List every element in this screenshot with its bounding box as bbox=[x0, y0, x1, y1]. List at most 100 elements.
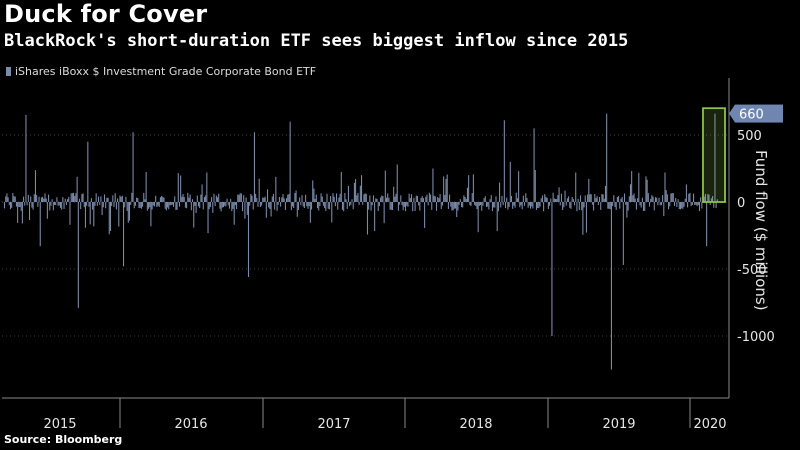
flow-bar bbox=[143, 192, 145, 202]
flow-bar bbox=[23, 196, 25, 202]
flow-bar bbox=[133, 202, 135, 209]
flow-bar bbox=[447, 202, 449, 209]
flow-bar bbox=[280, 202, 282, 207]
flow-bar bbox=[346, 202, 348, 209]
flow-bar bbox=[40, 197, 42, 202]
flow-bar bbox=[150, 202, 152, 227]
flow-bar bbox=[701, 202, 703, 209]
flow-bar bbox=[421, 196, 423, 202]
flow-bar bbox=[84, 202, 86, 228]
flow-bar bbox=[259, 202, 261, 207]
flow-bar bbox=[491, 202, 493, 212]
flow-bar bbox=[596, 196, 598, 202]
flow-bar bbox=[142, 202, 144, 207]
flow-bar bbox=[303, 202, 305, 208]
flow-bar bbox=[58, 202, 60, 206]
flow-bar bbox=[282, 194, 284, 202]
flow-bar bbox=[501, 195, 503, 202]
flow-bar bbox=[644, 202, 646, 211]
flow-bar bbox=[283, 198, 285, 202]
flow-bar bbox=[696, 202, 698, 207]
flow-bar bbox=[608, 202, 610, 209]
flow-bar bbox=[188, 197, 190, 202]
flow-bar bbox=[639, 202, 641, 206]
flow-bar bbox=[557, 195, 559, 202]
flow-bar bbox=[682, 202, 684, 209]
flow-bar bbox=[377, 202, 379, 211]
flow-bar bbox=[376, 198, 378, 202]
flow-bar bbox=[383, 202, 385, 224]
flow-bar bbox=[320, 193, 322, 202]
flow-bar bbox=[226, 198, 228, 202]
flow-bar bbox=[588, 178, 590, 202]
flow-bar bbox=[471, 193, 473, 202]
flow-bar bbox=[356, 195, 358, 202]
flow-bar bbox=[646, 179, 648, 202]
flow-bar bbox=[107, 197, 109, 202]
flow-bar bbox=[30, 196, 32, 202]
flow-bar bbox=[308, 202, 310, 207]
flow-bar bbox=[63, 202, 65, 209]
flow-bar bbox=[52, 202, 54, 211]
flow-bar bbox=[601, 194, 603, 202]
flow-bar bbox=[435, 202, 438, 211]
flow-bar bbox=[485, 202, 488, 207]
flow-bar bbox=[184, 202, 186, 208]
flow-bar bbox=[549, 202, 551, 206]
flow-bar bbox=[593, 202, 595, 211]
flow-bar bbox=[631, 171, 633, 202]
flow-bar bbox=[451, 202, 453, 211]
flow-bar bbox=[482, 202, 484, 206]
flow-bar bbox=[426, 194, 428, 202]
flow-bar bbox=[534, 170, 536, 202]
flow-bar bbox=[430, 194, 432, 202]
flow-bar bbox=[428, 192, 430, 202]
flow-bar bbox=[519, 202, 521, 208]
flow-bar bbox=[352, 202, 354, 210]
flow-bar bbox=[556, 198, 558, 202]
flow-bar bbox=[375, 198, 377, 202]
flow-bar bbox=[350, 202, 352, 205]
flow-bar bbox=[208, 202, 210, 210]
flow-bar bbox=[75, 193, 77, 202]
flow-bar bbox=[221, 202, 223, 208]
flow-bar bbox=[78, 198, 81, 202]
flow-bar bbox=[460, 202, 463, 208]
flow-bar bbox=[365, 193, 367, 202]
flow-bar bbox=[7, 197, 9, 202]
flow-bar bbox=[657, 202, 659, 206]
flow-bar bbox=[394, 196, 396, 202]
flow-bar bbox=[500, 202, 502, 208]
flow-bar bbox=[138, 202, 140, 208]
flow-bar bbox=[145, 172, 147, 202]
flow-bar bbox=[676, 202, 678, 207]
flow-bar bbox=[25, 114, 27, 202]
flow-bar bbox=[31, 202, 33, 208]
flow-bar bbox=[395, 193, 397, 202]
flow-bar bbox=[163, 197, 165, 202]
flow-bar bbox=[640, 202, 642, 208]
flow-bar bbox=[309, 202, 311, 223]
flow-bar bbox=[155, 195, 157, 202]
flow-bar bbox=[576, 202, 578, 212]
flow-bar bbox=[554, 199, 557, 202]
flow-bar bbox=[382, 196, 384, 202]
flow-bar bbox=[358, 202, 360, 205]
flow-bar bbox=[533, 128, 535, 202]
flow-bar bbox=[82, 193, 84, 202]
flow-bar bbox=[115, 202, 117, 210]
flow-bar bbox=[113, 202, 115, 207]
flow-bar bbox=[620, 198, 622, 202]
flow-bar bbox=[114, 193, 116, 202]
flow-bar bbox=[515, 192, 517, 202]
flow-bar bbox=[119, 195, 121, 202]
flow-bar bbox=[343, 202, 345, 212]
flow-bar bbox=[439, 194, 441, 202]
flow-bar bbox=[167, 202, 169, 208]
flow-bar bbox=[266, 189, 269, 202]
flow-bar bbox=[558, 187, 560, 202]
flow-bar bbox=[607, 202, 609, 209]
flow-bar bbox=[547, 202, 549, 209]
flow-bar bbox=[553, 198, 555, 202]
flow-bar bbox=[17, 202, 19, 223]
